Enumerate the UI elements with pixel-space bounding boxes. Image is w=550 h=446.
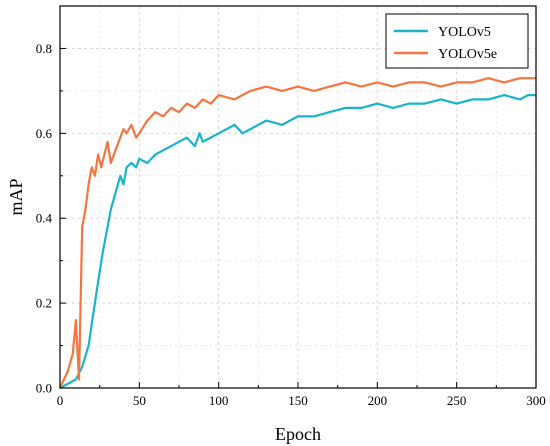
x-tick-label: 200 [368, 393, 388, 408]
legend: YOLOv5 YOLOv5e [385, 13, 529, 69]
series-layer [59, 77, 536, 389]
x-tick-label: 100 [209, 393, 229, 408]
series-line-yolov5e [59, 77, 536, 389]
y-tick-label: 0.0 [36, 381, 52, 396]
axis-ticks [59, 47, 537, 389]
x-tick-label: 50 [133, 393, 146, 408]
x-axis-title: Epoch [275, 424, 321, 444]
y-tick-label: 0.4 [36, 211, 53, 226]
x-tick-label: 300 [526, 393, 546, 408]
legend-label-yolov5e: YOLOv5e [438, 47, 497, 62]
x-tick-label: 150 [288, 393, 308, 408]
legend-label-yolov5: YOLOv5 [438, 25, 491, 40]
x-tick-label: 0 [57, 393, 64, 408]
x-tick-label: 250 [447, 393, 467, 408]
tick-labels: 0 50 100 150 200 250 300 0.0 0.2 0.4 0.6 0.8 [36, 41, 546, 408]
y-tick-label: 0.6 [36, 126, 53, 141]
y-axis-title: mAP [6, 178, 26, 215]
y-tick-label: 0.2 [36, 296, 52, 311]
legend-box [385, 13, 529, 69]
series-line-yolov5 [59, 94, 536, 389]
grid-lines [60, 6, 536, 388]
y-tick-label: 0.8 [36, 41, 52, 56]
